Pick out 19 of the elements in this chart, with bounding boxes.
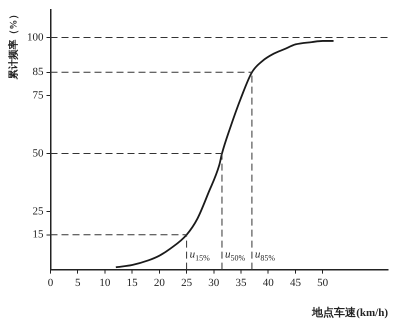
x-tick-label: 0: [48, 277, 54, 290]
x-tick-label: 30: [208, 277, 220, 290]
x-axis-title: 地点车速(km/h): [311, 306, 388, 320]
x-tick-label: 40: [262, 277, 274, 290]
y-tick-label: 15: [32, 228, 44, 241]
x-tick-label: 20: [154, 277, 166, 290]
x-tick-label: 50: [317, 277, 329, 290]
y-tick-label: 85: [32, 66, 44, 78]
y-tick-label: 75: [32, 89, 44, 102]
y-tick-label: 25: [32, 205, 44, 218]
y-tick-label: 100: [27, 31, 44, 44]
x-tick-label: 5: [74, 277, 81, 290]
y-tick-label: 50: [32, 147, 44, 160]
x-tick-label: 25: [181, 277, 193, 290]
x-tick-label: 45: [290, 277, 302, 290]
x-tick-label: 10: [99, 277, 111, 290]
x-tick-label: 35: [236, 277, 248, 290]
x-tick-label: 15: [126, 277, 138, 290]
y-axis-title: 累计频率（%）: [8, 10, 20, 81]
